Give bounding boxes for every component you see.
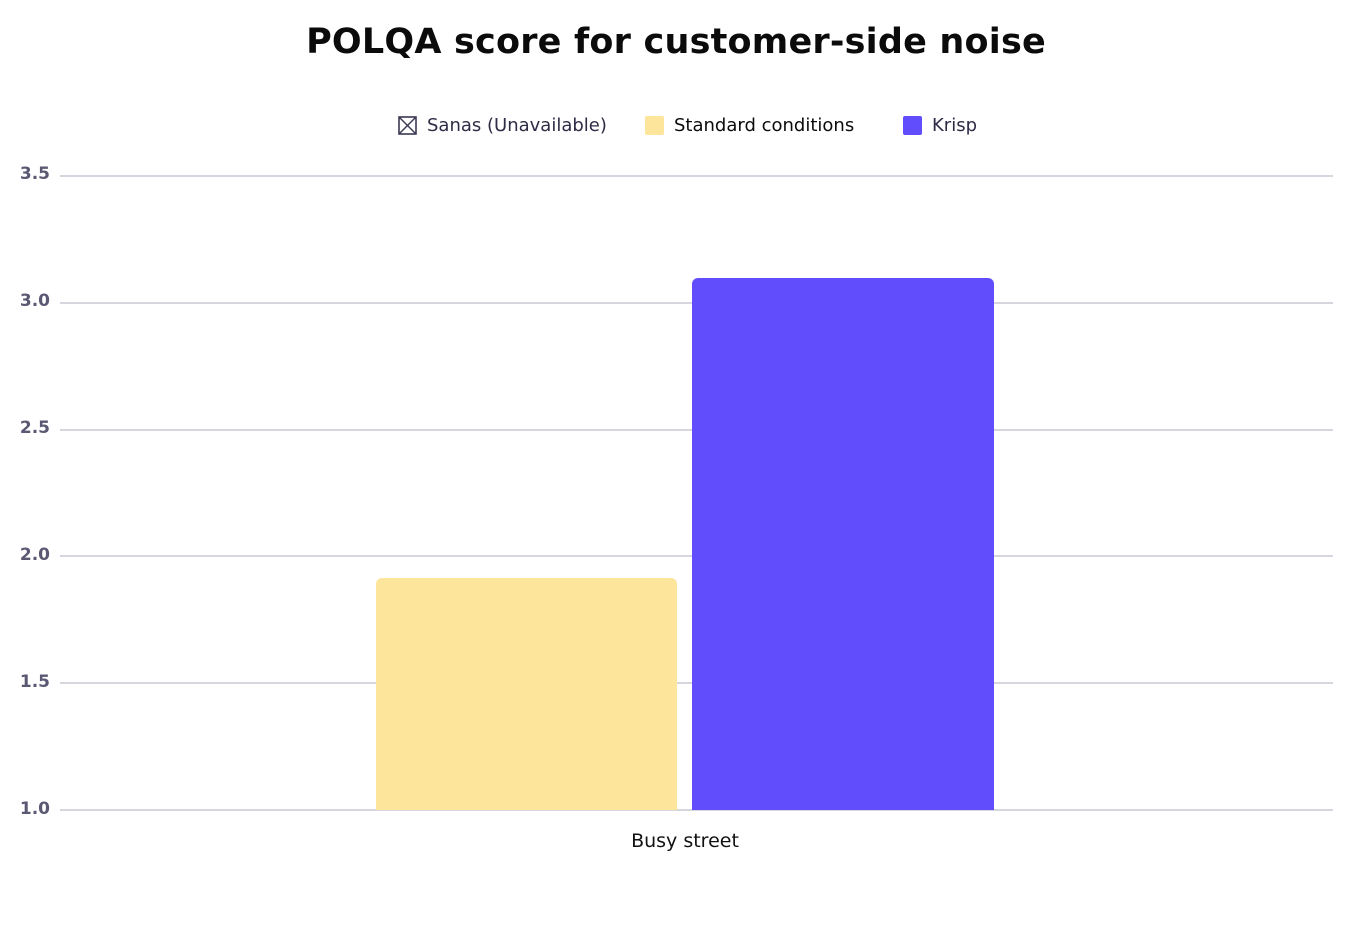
legend-item-sanas[interactable]: Sanas (Unavailable) — [398, 112, 607, 138]
bar-krisp-busy-street[interactable] — [692, 278, 994, 810]
legend: Sanas (Unavailable) Standard conditions … — [0, 112, 1352, 138]
swatch-krisp-icon — [903, 115, 922, 135]
chart-title: POLQA score for customer-side noise — [306, 22, 1046, 62]
swatch-standard-icon — [645, 115, 664, 135]
y-tick-1.5: 1.5 — [19, 672, 50, 692]
legend-label-krisp: Krisp — [932, 114, 978, 136]
legend-label-standard: Standard conditions — [674, 114, 855, 136]
gridline — [60, 175, 1333, 177]
bar-standard-busy-street[interactable] — [376, 578, 677, 810]
y-tick-3.0: 3.0 — [19, 291, 50, 311]
legend-item-krisp[interactable]: Krisp — [903, 112, 977, 138]
y-tick-2.5: 2.5 — [19, 418, 50, 438]
legend-label-sanas: Sanas (Unavailable) — [427, 114, 607, 136]
x-axis-baseline — [60, 809, 1333, 811]
y-tick-1.0: 1.0 — [19, 799, 50, 819]
legend-item-standard[interactable]: Standard conditions — [645, 112, 854, 138]
x-category-label: Busy street — [631, 830, 739, 852]
y-tick-3.5: 3.5 — [19, 164, 50, 184]
crossed-box-icon — [398, 115, 417, 135]
y-tick-2.0: 2.0 — [19, 545, 50, 565]
